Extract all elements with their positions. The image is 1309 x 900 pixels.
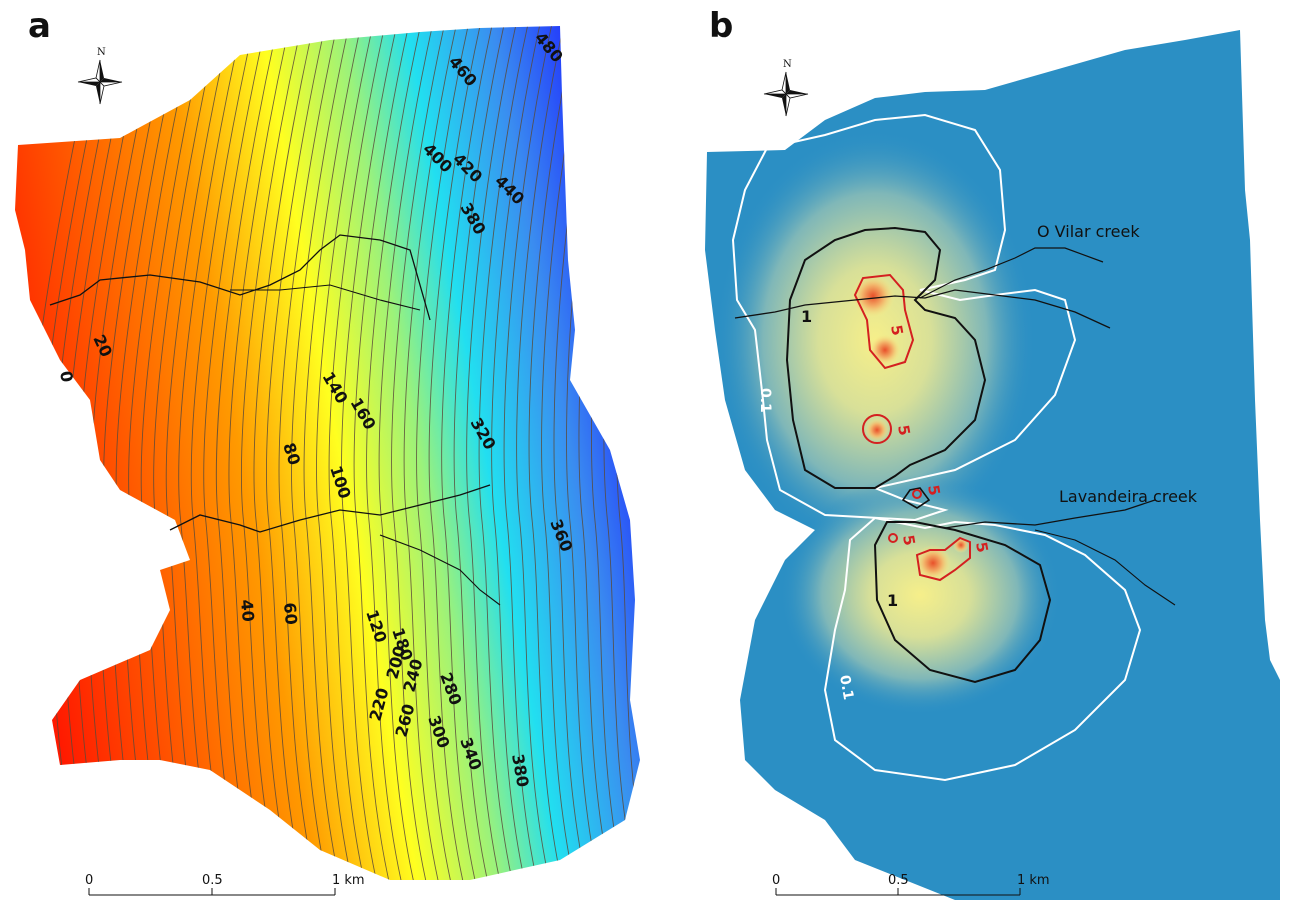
contour-line [266,26,327,880]
scale-tick-label: 0 [85,873,93,888]
contour-line [466,26,518,880]
scale-tick-label: 0 [772,873,780,888]
creek-o-vilar-branch [919,247,1104,299]
contour-1-south [873,521,1052,684]
contour-line [328,26,387,880]
contour-line [503,26,554,880]
elevation-contours [28,26,640,880]
creek-o-vilar [734,289,1111,329]
scale-tick-label: 0.5 [202,873,223,888]
contour-line [478,26,530,880]
panel-letter: b [709,6,734,46]
contour-line [453,26,506,880]
contour-0.1-north [731,113,1077,522]
contour-label: 5 [887,324,907,337]
contour-line [165,26,232,880]
contour-line [203,26,268,880]
contour-label: 5 [899,534,919,547]
scale-tick-label: 1 km [332,873,365,888]
contour-line [441,26,494,880]
creek-upper [49,234,431,321]
panel-b-concentration-map: O Vilar creek Lavandeira creek 0.1 0.1 1… [655,0,1309,900]
contour-line [291,26,351,880]
contour-line [428,26,482,880]
contour-line [190,26,256,880]
contour-5-small [912,489,922,499]
contour-line [491,26,542,880]
contour-label: 40 [237,599,258,623]
contour-line [403,26,458,880]
creek-lavandeira-branch [1034,529,1176,606]
contour-5-mid [862,414,892,444]
creek-lower-branch [379,534,501,606]
contour-line [316,26,375,880]
north-arrow-icon: N [77,47,123,105]
scale-bar: 0 0.5 1 km [85,873,365,896]
contour-label: 5 [972,541,992,554]
contour-line [528,26,578,880]
scale-tick-label: 0.5 [888,873,909,888]
contour-line [240,26,304,880]
contour-line [341,26,399,880]
contour-line [178,26,244,880]
scale-bar: 0 0.5 1 km [772,873,1050,896]
north-arrow-icon: N [763,59,809,117]
contour-label: 5 [924,484,944,497]
creek-lower [169,484,491,533]
contour-label: 1 [801,307,812,326]
creek-lavandeira [944,499,1156,529]
contour-line [278,26,339,880]
concentration-map-svg: O Vilar creek Lavandeira creek 0.1 0.1 1… [705,30,1280,900]
contour-label: 0.1 [757,388,773,413]
contour-line [416,26,470,880]
contour-5-south [915,536,971,582]
north-label: N [97,47,106,58]
north-label: N [783,59,792,70]
contour-1-small [901,487,931,509]
contour-line [378,26,435,880]
contour-5-small-south [888,533,898,543]
contour-line [228,26,292,880]
creek-upper-branch [230,284,421,311]
contour-label: 1 [887,591,898,610]
contour-0.1-south [823,516,1142,782]
elevation-surface [15,26,640,880]
contour-line [541,26,589,880]
panel-a-elevation-map: 0 20 40 60 80 100 120 140 160 180 200 22… [0,0,654,900]
contour-1-north [785,226,987,489]
elevation-map-svg: 0 20 40 60 80 100 120 140 160 180 200 22… [15,26,640,896]
contour-line [215,26,280,880]
contour-line [303,26,363,880]
contour-label: 0.1 [836,674,856,701]
contour-label: 5 [894,424,914,437]
contour-line [353,26,411,880]
contour-5-north [853,273,915,370]
contour-line [391,26,446,880]
contour-line [516,26,566,880]
creek-label: Lavandeira creek [1059,487,1198,506]
creek-label: O Vilar creek [1037,222,1140,241]
contour-line [253,26,315,880]
contour-label: 0 [56,369,77,383]
contour-label: 60 [280,602,301,626]
panel-letter: a [28,6,51,46]
scale-tick-label: 1 km [1017,873,1050,888]
concentration-field [715,130,1060,715]
